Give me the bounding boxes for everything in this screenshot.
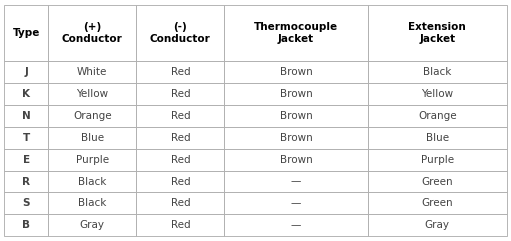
Text: Thermocouple
Jacket: Thermocouple Jacket bbox=[254, 22, 338, 44]
Text: Brown: Brown bbox=[280, 133, 312, 143]
Bar bbox=[49, 193, 136, 214]
Text: (-)
Conductor: (-) Conductor bbox=[150, 22, 211, 44]
Text: Blue: Blue bbox=[426, 133, 449, 143]
Text: Yellow: Yellow bbox=[421, 89, 453, 99]
Bar bbox=[367, 149, 507, 171]
Text: Red: Red bbox=[171, 133, 190, 143]
Bar bbox=[4, 5, 49, 61]
Text: Brown: Brown bbox=[280, 67, 312, 77]
Bar bbox=[367, 5, 507, 61]
Bar bbox=[136, 83, 224, 105]
Text: Purple: Purple bbox=[76, 155, 109, 165]
Bar bbox=[136, 193, 224, 214]
Bar bbox=[224, 127, 367, 149]
Bar bbox=[136, 61, 224, 83]
Bar bbox=[136, 149, 224, 171]
Bar bbox=[4, 83, 49, 105]
Text: R: R bbox=[22, 177, 30, 187]
Bar bbox=[224, 193, 367, 214]
Bar bbox=[4, 171, 49, 193]
Bar bbox=[136, 127, 224, 149]
Bar bbox=[136, 5, 224, 61]
Bar bbox=[224, 214, 367, 236]
Text: T: T bbox=[22, 133, 30, 143]
Bar bbox=[367, 214, 507, 236]
Bar bbox=[4, 105, 49, 127]
Text: Orange: Orange bbox=[418, 111, 457, 121]
Bar bbox=[136, 214, 224, 236]
Bar bbox=[367, 61, 507, 83]
Text: Black: Black bbox=[78, 198, 106, 208]
Text: Gray: Gray bbox=[80, 220, 105, 230]
Bar bbox=[136, 105, 224, 127]
Bar bbox=[49, 127, 136, 149]
Text: —: — bbox=[291, 177, 301, 187]
Bar bbox=[4, 127, 49, 149]
Text: (+)
Conductor: (+) Conductor bbox=[62, 22, 123, 44]
Bar bbox=[49, 171, 136, 193]
Bar bbox=[49, 61, 136, 83]
Bar bbox=[224, 149, 367, 171]
Text: Extension
Jacket: Extension Jacket bbox=[408, 22, 466, 44]
Text: —: — bbox=[291, 198, 301, 208]
Text: E: E bbox=[22, 155, 30, 165]
Text: Blue: Blue bbox=[81, 133, 104, 143]
Text: Green: Green bbox=[422, 177, 453, 187]
Bar bbox=[49, 5, 136, 61]
Bar bbox=[224, 83, 367, 105]
Text: Red: Red bbox=[171, 155, 190, 165]
Text: Red: Red bbox=[171, 177, 190, 187]
Bar bbox=[49, 105, 136, 127]
Text: Red: Red bbox=[171, 111, 190, 121]
Text: Green: Green bbox=[422, 198, 453, 208]
Bar bbox=[367, 193, 507, 214]
Text: Black: Black bbox=[78, 177, 106, 187]
Text: Yellow: Yellow bbox=[76, 89, 108, 99]
Text: Red: Red bbox=[171, 220, 190, 230]
Text: J: J bbox=[25, 67, 28, 77]
Bar bbox=[49, 214, 136, 236]
Bar bbox=[367, 83, 507, 105]
Text: Orange: Orange bbox=[73, 111, 111, 121]
Text: Red: Red bbox=[171, 89, 190, 99]
Bar bbox=[367, 127, 507, 149]
Text: Brown: Brown bbox=[280, 89, 312, 99]
Text: Red: Red bbox=[171, 67, 190, 77]
Text: S: S bbox=[22, 198, 30, 208]
Text: Brown: Brown bbox=[280, 111, 312, 121]
Text: B: B bbox=[22, 220, 30, 230]
Bar bbox=[224, 5, 367, 61]
Bar bbox=[224, 105, 367, 127]
Bar bbox=[4, 61, 49, 83]
Text: N: N bbox=[22, 111, 31, 121]
Text: K: K bbox=[22, 89, 30, 99]
Text: Brown: Brown bbox=[280, 155, 312, 165]
Bar bbox=[224, 61, 367, 83]
Text: Red: Red bbox=[171, 198, 190, 208]
Text: Black: Black bbox=[423, 67, 451, 77]
Text: Type: Type bbox=[13, 28, 40, 38]
Bar bbox=[49, 83, 136, 105]
Text: Gray: Gray bbox=[425, 220, 450, 230]
Bar bbox=[4, 214, 49, 236]
Bar bbox=[4, 193, 49, 214]
Text: —: — bbox=[291, 220, 301, 230]
Text: White: White bbox=[77, 67, 107, 77]
Text: Purple: Purple bbox=[421, 155, 454, 165]
Bar bbox=[4, 149, 49, 171]
Bar bbox=[49, 149, 136, 171]
Bar bbox=[367, 171, 507, 193]
Bar bbox=[224, 171, 367, 193]
Bar bbox=[367, 105, 507, 127]
Bar bbox=[136, 171, 224, 193]
